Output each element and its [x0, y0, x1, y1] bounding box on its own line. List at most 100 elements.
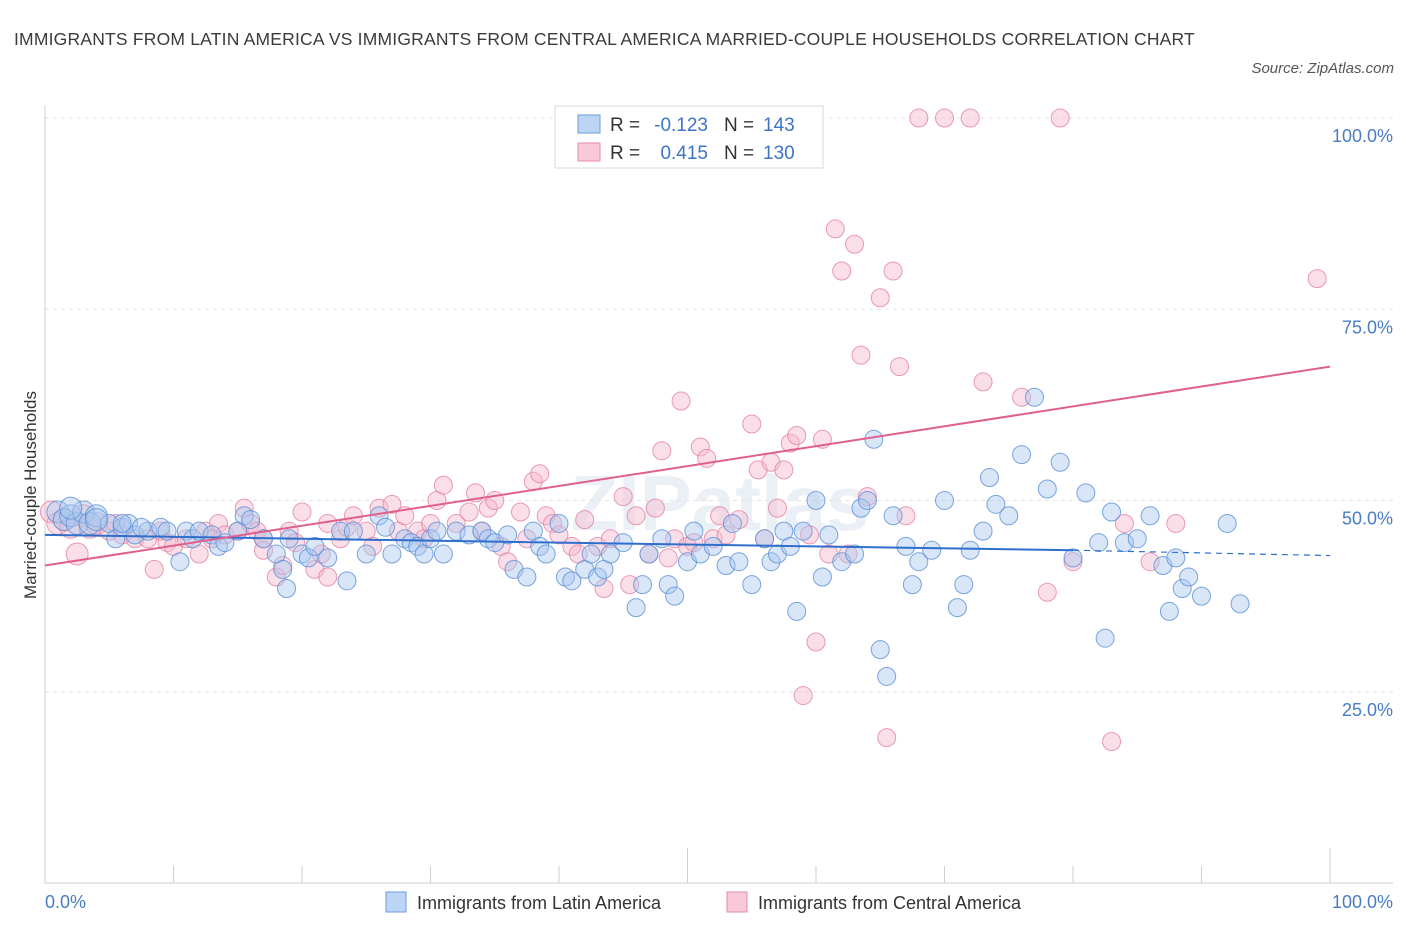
- point-central-america-115: [973, 372, 993, 392]
- point-latin-america-72: [658, 575, 678, 595]
- point-central-america-123: [1166, 513, 1186, 533]
- point-central-america-104: [845, 234, 865, 254]
- point-latin-america-133: [59, 496, 83, 520]
- legend-swatch-pink: [577, 142, 601, 162]
- point-latin-america-79: [722, 513, 742, 533]
- series-legend-swatch-pink: [726, 891, 748, 913]
- point-latin-america-37: [356, 544, 376, 564]
- point-central-america-71: [613, 487, 633, 507]
- point-central-america-63: [543, 513, 563, 533]
- point-latin-america-103: [922, 540, 942, 560]
- point-central-america-86: [716, 525, 736, 545]
- legend-n-value-blue: 143: [763, 115, 795, 136]
- legend-r-label-blue: R =: [610, 115, 640, 136]
- gridlines: [45, 117, 1393, 693]
- point-latin-america-58: [536, 544, 556, 564]
- point-central-america-77: [658, 548, 678, 568]
- point-latin-america-28: [277, 578, 297, 598]
- point-latin-america-106: [954, 575, 974, 595]
- point-central-america-93: [774, 460, 794, 480]
- point-central-america-95: [787, 425, 807, 445]
- point-central-america-101: [825, 219, 845, 239]
- point-central-america-64: [549, 525, 569, 545]
- legend-swatch-blue: [577, 114, 601, 134]
- point-central-america-94: [780, 433, 800, 453]
- point-latin-america-95: [857, 491, 877, 510]
- point-central-america-32: [292, 502, 312, 522]
- point-latin-america-126: [1166, 548, 1186, 568]
- legend-r-value-blue: -0.123: [654, 115, 708, 136]
- point-latin-america-121: [1114, 533, 1134, 553]
- series-legend-swatch-blue: [385, 891, 407, 913]
- point-central-america-88: [742, 414, 762, 434]
- point-latin-america-128: [1179, 567, 1199, 587]
- point-central-america-121: [1114, 513, 1134, 533]
- point-latin-america-35: [337, 571, 357, 591]
- point-latin-america-131: [1230, 594, 1250, 614]
- point-central-america-114: [960, 108, 980, 128]
- point-latin-america-70: [639, 544, 659, 564]
- y-tick-labels: 25.0% 50.0% 75.0% 100.0%: [1332, 126, 1393, 720]
- point-latin-america-117: [1076, 483, 1096, 503]
- point-latin-america-88: [793, 521, 813, 541]
- axes: [44, 105, 1393, 884]
- point-central-america-118: [1050, 108, 1070, 128]
- point-central-america-126: [253, 540, 273, 560]
- point-latin-america-82: [755, 529, 775, 549]
- series-legend-label-pink: Immigrants from Central America: [758, 893, 1022, 913]
- point-central-america-102: [832, 261, 852, 281]
- point-latin-america-134: [112, 513, 132, 533]
- point-central-america-79: [671, 391, 691, 411]
- point-latin-america-0: [46, 500, 70, 524]
- trend-line-central-america: [44, 365, 1331, 567]
- point-central-america-82: [690, 437, 710, 457]
- point-central-america-125: [318, 567, 338, 587]
- point-latin-america-15: [170, 552, 190, 572]
- point-latin-america-102: [909, 552, 929, 572]
- y-axis-label: Married-couple Households: [21, 391, 40, 599]
- point-central-america-47: [421, 513, 440, 533]
- trend-lines: [44, 365, 1331, 567]
- point-latin-america-101: [902, 575, 922, 595]
- point-latin-america-4: [72, 500, 96, 524]
- point-latin-america-91: [819, 525, 839, 545]
- point-central-america-109: [883, 261, 903, 281]
- point-latin-america-80: [729, 552, 749, 572]
- point-latin-america-49: [459, 525, 479, 545]
- point-latin-america-107: [960, 540, 980, 560]
- point-latin-america-68: [626, 598, 646, 618]
- point-central-america-50: [446, 513, 466, 533]
- point-central-america-110: [890, 357, 910, 377]
- point-latin-america-10: [119, 513, 139, 533]
- point-latin-america-98: [877, 666, 897, 686]
- point-central-america-54: [478, 498, 498, 518]
- point-central-america-98: [806, 632, 826, 652]
- point-latin-america-36: [343, 521, 363, 541]
- point-central-america-112: [909, 108, 929, 128]
- point-latin-america-39: [376, 517, 396, 537]
- point-central-america-61: [530, 464, 550, 484]
- point-latin-america-14: [157, 521, 177, 541]
- point-central-america-96: [793, 686, 813, 706]
- point-central-america-103: [838, 544, 858, 564]
- series-central-america: [39, 108, 1327, 751]
- legend-r-value-pink: 0.415: [660, 143, 708, 164]
- point-latin-america-97: [870, 640, 890, 660]
- point-latin-america-75: [684, 521, 704, 541]
- point-central-america-58: [510, 502, 530, 522]
- x-tick-label-min: 0.0%: [45, 892, 86, 912]
- point-latin-america-94: [851, 498, 871, 518]
- point-latin-america-77: [703, 536, 723, 556]
- point-central-america-69: [594, 578, 614, 598]
- point-central-america-76: [652, 441, 672, 461]
- legend-r-label-pink: R =: [610, 143, 640, 164]
- y-tick-label-2: 75.0%: [1342, 317, 1393, 337]
- point-latin-america-105: [947, 598, 967, 618]
- point-latin-america-116: [1063, 548, 1083, 568]
- point-central-america-124: [1307, 269, 1327, 289]
- point-latin-america-104: [935, 491, 954, 510]
- y-tick-label-3: 100.0%: [1332, 126, 1393, 146]
- point-latin-america-112: [1012, 445, 1032, 465]
- point-central-america-21: [208, 513, 228, 533]
